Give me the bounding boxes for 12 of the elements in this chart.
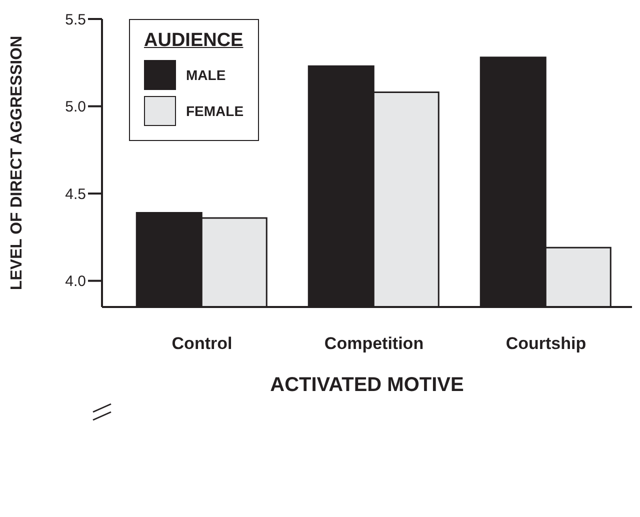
y-tick-label: 5.5 <box>65 11 86 28</box>
y-tick-label: 5.0 <box>65 98 86 116</box>
legend-label: MALE <box>186 67 226 83</box>
legend-title: AUDIENCE <box>144 30 244 52</box>
x-tick-label: Control <box>172 334 232 353</box>
x-axis-title: ACTIVATED MOTIVE <box>270 374 464 396</box>
y-tick-label: 4.5 <box>65 186 86 203</box>
y-tick-label: 4.0 <box>65 273 86 290</box>
legend-label: FEMALE <box>186 103 244 119</box>
y-axis-title: LEVEL OF DIRECT AGGRESSION <box>8 36 26 290</box>
x-tick-label: Courtship <box>506 334 586 353</box>
x-tick-label: Competition <box>324 334 424 353</box>
